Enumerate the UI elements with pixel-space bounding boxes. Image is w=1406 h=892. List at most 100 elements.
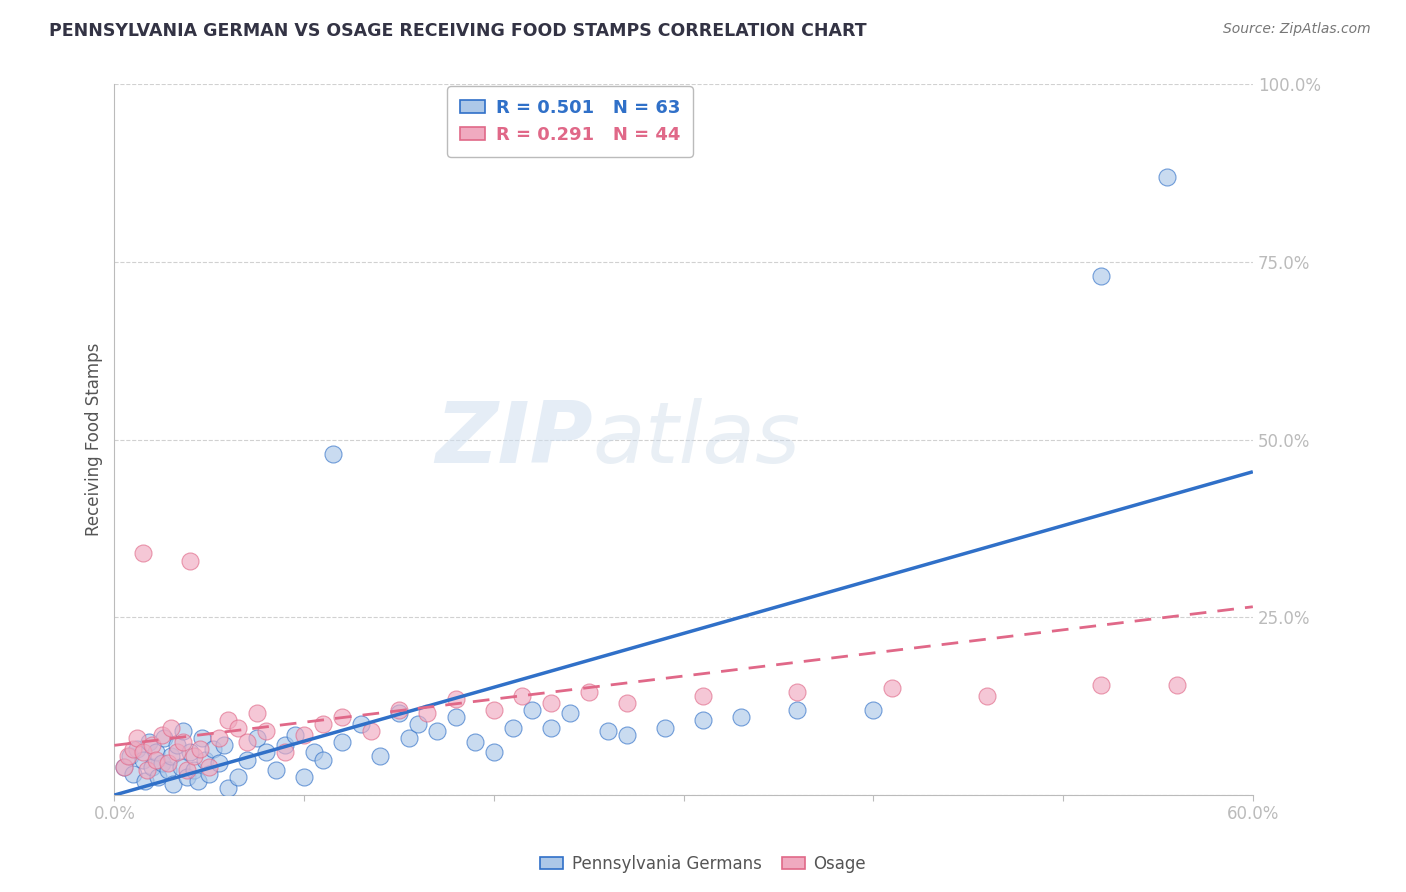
Point bbox=[208, 756, 231, 770]
Point bbox=[616, 696, 638, 710]
Text: ZIP: ZIP bbox=[434, 398, 592, 482]
Point bbox=[862, 703, 884, 717]
Point bbox=[202, 742, 225, 756]
Point bbox=[520, 703, 543, 717]
Point bbox=[730, 710, 752, 724]
Point bbox=[127, 742, 149, 756]
Point bbox=[117, 749, 139, 764]
Point bbox=[122, 766, 145, 780]
Point bbox=[274, 746, 297, 760]
Point bbox=[145, 752, 167, 766]
Point bbox=[398, 731, 420, 746]
Point bbox=[1166, 678, 1188, 692]
Point bbox=[198, 759, 221, 773]
Point bbox=[444, 692, 467, 706]
Point bbox=[135, 763, 157, 777]
Point bbox=[388, 706, 411, 721]
Point bbox=[540, 721, 562, 735]
Point bbox=[350, 717, 373, 731]
Point bbox=[145, 746, 167, 760]
Point bbox=[654, 721, 676, 735]
Point bbox=[112, 759, 135, 773]
Point bbox=[150, 756, 173, 770]
Point bbox=[176, 763, 198, 777]
Point bbox=[368, 749, 391, 764]
Point bbox=[512, 689, 534, 703]
Point bbox=[166, 746, 188, 760]
Point bbox=[214, 739, 236, 753]
Point bbox=[217, 780, 239, 795]
Point bbox=[786, 703, 808, 717]
Point bbox=[112, 759, 135, 773]
Point bbox=[156, 763, 179, 777]
Point bbox=[141, 759, 163, 773]
Point bbox=[156, 756, 179, 770]
Point bbox=[786, 685, 808, 699]
Point bbox=[482, 746, 505, 760]
Point bbox=[132, 746, 155, 760]
Point bbox=[172, 724, 194, 739]
Point bbox=[540, 696, 562, 710]
Point bbox=[208, 731, 231, 746]
Point bbox=[274, 739, 297, 753]
Point bbox=[1090, 269, 1112, 284]
Point bbox=[166, 739, 188, 753]
Point bbox=[226, 721, 249, 735]
Point bbox=[322, 447, 344, 461]
Point bbox=[416, 706, 439, 721]
Point bbox=[217, 714, 239, 728]
Point bbox=[692, 689, 714, 703]
Point bbox=[198, 766, 221, 780]
Point bbox=[482, 703, 505, 717]
Point bbox=[264, 763, 287, 777]
Legend: Pennsylvania Germans, Osage: Pennsylvania Germans, Osage bbox=[533, 848, 873, 880]
Point bbox=[692, 714, 714, 728]
Point bbox=[558, 706, 581, 721]
Point bbox=[330, 735, 353, 749]
Point bbox=[134, 773, 156, 788]
Point bbox=[292, 770, 315, 784]
Point bbox=[302, 746, 325, 760]
Point bbox=[388, 703, 411, 717]
Point bbox=[578, 685, 600, 699]
Point bbox=[444, 710, 467, 724]
Point bbox=[284, 728, 307, 742]
Point bbox=[976, 689, 998, 703]
Point bbox=[183, 749, 205, 764]
Y-axis label: Receiving Food Stamps: Receiving Food Stamps bbox=[86, 343, 103, 536]
Point bbox=[226, 770, 249, 784]
Point bbox=[360, 724, 382, 739]
Point bbox=[236, 735, 259, 749]
Text: PENNSYLVANIA GERMAN VS OSAGE RECEIVING FOOD STAMPS CORRELATION CHART: PENNSYLVANIA GERMAN VS OSAGE RECEIVING F… bbox=[49, 22, 868, 40]
Point bbox=[596, 724, 619, 739]
Point bbox=[187, 773, 209, 788]
Point bbox=[179, 553, 201, 567]
Point bbox=[160, 721, 183, 735]
Point bbox=[170, 759, 193, 773]
Point bbox=[464, 735, 486, 749]
Point bbox=[194, 752, 217, 766]
Point bbox=[152, 731, 174, 746]
Point bbox=[146, 770, 169, 784]
Point bbox=[292, 728, 315, 742]
Point bbox=[162, 777, 184, 791]
Point bbox=[188, 742, 211, 756]
Point bbox=[1090, 678, 1112, 692]
Point bbox=[118, 749, 141, 764]
Point bbox=[312, 752, 335, 766]
Point bbox=[406, 717, 429, 731]
Point bbox=[176, 770, 198, 784]
Point bbox=[138, 735, 160, 749]
Text: atlas: atlas bbox=[592, 398, 800, 482]
Point bbox=[502, 721, 524, 735]
Point bbox=[122, 742, 145, 756]
Point bbox=[426, 724, 449, 739]
Point bbox=[190, 731, 212, 746]
Point bbox=[254, 746, 277, 760]
Point bbox=[183, 763, 205, 777]
Point bbox=[132, 752, 155, 766]
Text: Source: ZipAtlas.com: Source: ZipAtlas.com bbox=[1223, 22, 1371, 37]
Point bbox=[246, 731, 269, 746]
Point bbox=[254, 724, 277, 739]
Point bbox=[127, 731, 149, 746]
